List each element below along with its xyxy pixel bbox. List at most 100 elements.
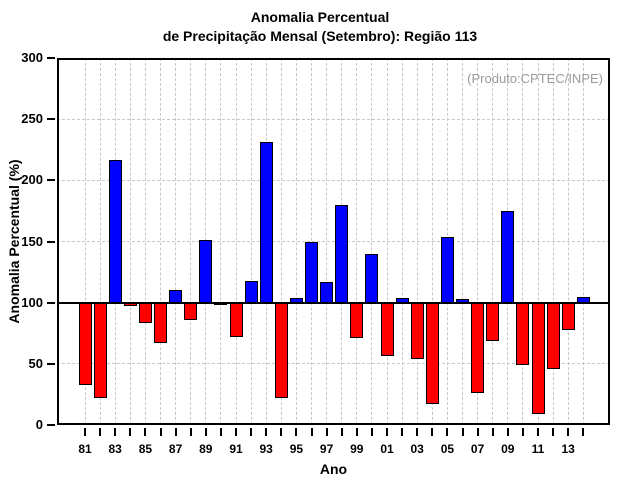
x-tick-96 <box>310 428 313 436</box>
x-tick-label-85: 85 <box>138 442 153 456</box>
v-gridline-82 <box>99 58 101 425</box>
bar-83 <box>108 159 122 303</box>
x-tick-label-03: 03 <box>410 442 424 456</box>
bar-05 <box>440 236 454 303</box>
v-gridline-88 <box>190 58 192 425</box>
x-tick-89 <box>204 428 207 436</box>
x-tick-label-81: 81 <box>78 442 92 456</box>
bar-92 <box>244 280 258 303</box>
y-tick-label-300: 300 <box>21 50 43 65</box>
x-tick-label-13: 13 <box>561 442 575 456</box>
product-annotation: (Produto:CPTEC/INPE) <box>467 71 603 86</box>
y-tick-0 <box>47 424 55 426</box>
x-tick-93 <box>265 428 268 436</box>
y-tick-label-250: 250 <box>21 111 43 127</box>
x-tick-label-97: 97 <box>319 442 334 456</box>
bar-01 <box>380 302 394 357</box>
bar-84 <box>123 302 137 307</box>
x-tick-10 <box>521 428 524 436</box>
x-tick-95 <box>295 428 298 436</box>
bar-06 <box>456 298 469 303</box>
v-gridline-07 <box>477 58 479 425</box>
v-gridline-10 <box>522 58 524 425</box>
y-tick-250 <box>47 118 55 121</box>
bar-97 <box>320 281 334 303</box>
x-tick-82 <box>99 428 102 436</box>
chart-title: Anomalia Percentual de Precipitação Mens… <box>0 8 640 46</box>
bar-86 <box>154 302 167 344</box>
bar-00 <box>365 253 379 303</box>
x-tick-02 <box>401 428 404 436</box>
x-tick-14 <box>582 428 585 436</box>
x-tick-92 <box>250 428 253 436</box>
v-gridline-92 <box>250 58 252 425</box>
v-gridline-86 <box>160 58 161 425</box>
bar-94 <box>274 302 288 399</box>
v-gridline-03 <box>416 58 418 425</box>
bar-81 <box>78 302 92 385</box>
x-tick-86 <box>159 428 162 436</box>
x-tick-88 <box>189 428 192 436</box>
x-axis-label: Ano <box>319 461 348 477</box>
x-tick-label-95: 95 <box>289 442 304 456</box>
y-tick-50 <box>47 362 55 365</box>
x-tick-label-07: 07 <box>470 442 485 456</box>
bar-10 <box>516 302 530 366</box>
x-tick-11 <box>537 428 539 436</box>
v-gridline-94 <box>280 58 282 425</box>
x-tick-13 <box>567 428 570 436</box>
bar-14 <box>576 296 590 303</box>
v-gridline-95 <box>295 58 297 425</box>
v-gridline-06 <box>462 58 463 425</box>
y-tick-label-100: 100 <box>21 294 43 310</box>
v-gridline-99 <box>356 58 358 425</box>
bar-04 <box>425 302 439 405</box>
h-gridline-50 <box>57 363 610 365</box>
baseline-100 <box>57 301 610 304</box>
v-gridline-84 <box>129 58 131 425</box>
chart-title-line2: de Precipitação Mensal (Setembro): Regiã… <box>162 28 478 44</box>
bar-96 <box>305 241 318 303</box>
bar-87 <box>169 290 183 303</box>
x-tick-07 <box>476 428 479 436</box>
y-tick-label-0: 0 <box>35 417 43 432</box>
x-tick-84 <box>129 428 132 436</box>
x-tick-label-89: 89 <box>199 442 213 456</box>
bar-09 <box>501 210 515 303</box>
bar-88 <box>184 302 198 320</box>
plot-area: 0 50 100 150 200 250 300 81 83 85 87 89 91 93 95 97 99 01… <box>21 51 610 456</box>
v-gridline-85 <box>144 58 146 425</box>
x-tick-label-11: 11 <box>531 442 545 456</box>
x-tick-03 <box>416 428 419 436</box>
bar-90 <box>214 302 228 305</box>
bar-93 <box>259 142 273 303</box>
x-tick-12 <box>552 428 555 436</box>
bar-13 <box>561 302 575 330</box>
bar-95 <box>289 297 303 303</box>
x-tick-label-87: 87 <box>168 442 183 456</box>
bar-99 <box>350 302 364 339</box>
x-tick-81 <box>84 428 86 436</box>
bar-91 <box>229 302 243 337</box>
v-gridline-87 <box>175 58 177 425</box>
y-tick-label-200: 200 <box>21 172 43 188</box>
h-gridline-250 <box>57 118 610 120</box>
x-tick-label-93: 93 <box>259 442 273 456</box>
x-tick-83 <box>114 428 117 436</box>
bar-03 <box>410 302 424 359</box>
h-gridline-150 <box>57 241 610 242</box>
x-tick-98 <box>340 428 343 436</box>
v-gridline-11 <box>537 58 539 425</box>
bar-82 <box>93 302 107 399</box>
x-tick-91 <box>235 428 237 436</box>
v-gridline-08 <box>492 58 494 425</box>
v-gridline-91 <box>235 58 237 425</box>
bar-02 <box>395 297 409 303</box>
y-tick-100 <box>47 301 55 304</box>
bar-08 <box>486 302 500 341</box>
x-tick-label-05: 05 <box>440 442 455 456</box>
v-gridline-81 <box>84 58 86 425</box>
v-gridline-04 <box>431 58 433 425</box>
x-tick-85 <box>144 428 147 436</box>
